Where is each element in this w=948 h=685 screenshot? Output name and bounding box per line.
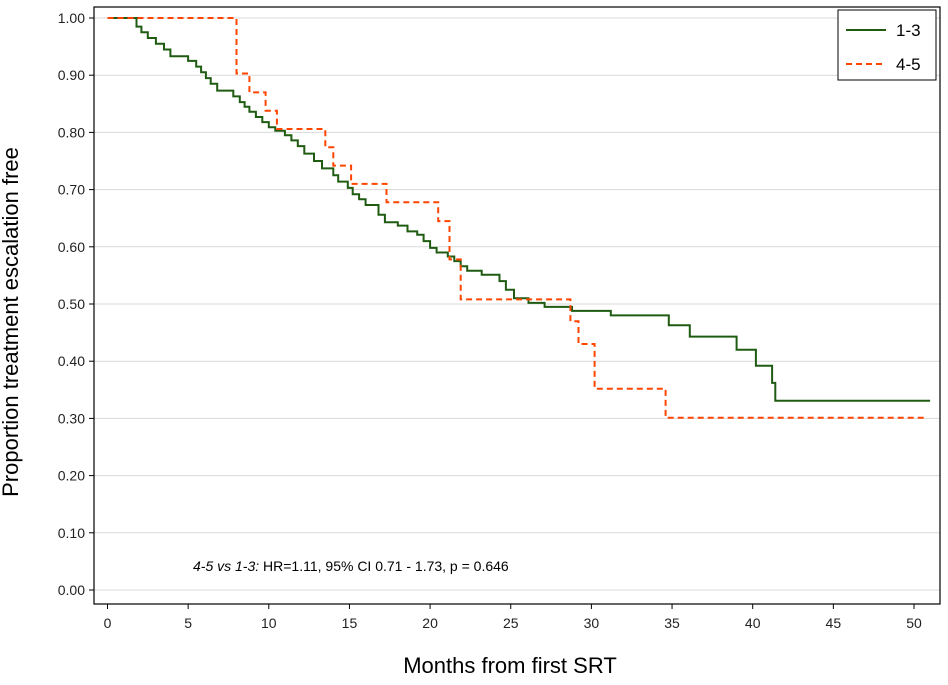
legend: 1-3 4-5 <box>837 9 937 81</box>
grid <box>94 17 940 591</box>
x-tick-label: 25 <box>503 615 519 631</box>
annotation-stats: HR=1.11, 95% CI 0.71 - 1.73, p = 0.646 <box>259 558 509 574</box>
x-tick-label: 40 <box>745 615 761 631</box>
x-axis-title: Months from first SRT <box>403 653 617 678</box>
x-tick-label: 50 <box>906 615 922 631</box>
y-tick-label: 0.50 <box>58 296 85 312</box>
x-tick-label: 5 <box>184 615 192 631</box>
legend-label-4-5: 4-5 <box>896 55 921 74</box>
plot-frame <box>93 6 941 605</box>
x-tick-label: 45 <box>826 615 842 631</box>
y-tick-label: 0.00 <box>58 582 85 598</box>
x-tick-label: 30 <box>584 615 600 631</box>
x-axis-ticks: 0 5 10 15 20 25 30 35 40 45 50 <box>104 604 922 631</box>
y-tick-label: 1.00 <box>58 10 85 26</box>
x-tick-label: 35 <box>664 615 680 631</box>
y-tick-label: 0.40 <box>58 353 85 369</box>
legend-box <box>837 9 937 81</box>
curves <box>107 17 931 419</box>
x-tick-label: 10 <box>261 615 277 631</box>
hazard-ratio-annotation: 4-5 vs 1-3: HR=1.11, 95% CI 0.71 - 1.73,… <box>193 558 509 574</box>
y-axis-ticks: 0.00 0.10 0.20 0.30 0.40 0.50 0.60 0.70 0.80 0.90… <box>58 10 94 598</box>
x-tick-label: 15 <box>342 615 358 631</box>
y-tick-label: 0.90 <box>58 67 85 83</box>
y-tick-label: 0.80 <box>58 124 85 140</box>
y-tick-label: 0.20 <box>58 468 85 484</box>
y-axis-title: Proportion treatment escalation free <box>0 147 23 497</box>
y-tick-label: 0.60 <box>58 239 85 255</box>
x-tick-label: 20 <box>422 615 438 631</box>
curve-1-3 <box>107 17 931 402</box>
y-tick-label: 0.30 <box>58 410 85 426</box>
y-tick-label: 0.70 <box>58 182 85 198</box>
legend-label-1-3: 1-3 <box>896 21 921 40</box>
annotation-comparison: 4-5 vs 1-3: <box>193 558 259 574</box>
y-tick-label: 0.10 <box>58 525 85 541</box>
curve-4-5 <box>107 17 924 419</box>
x-tick-label: 0 <box>104 615 112 631</box>
